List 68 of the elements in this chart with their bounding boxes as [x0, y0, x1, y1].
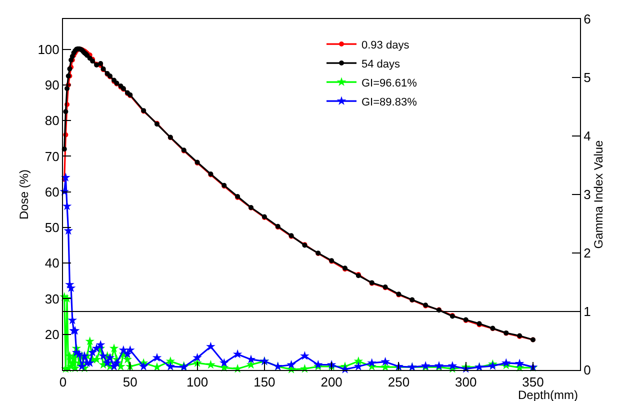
y2-tick-label: 3 [584, 187, 591, 202]
legend-label: GI=96.61% [362, 77, 418, 90]
y2-tick-label: 5 [584, 70, 591, 86]
point [232, 349, 242, 358]
x-tick-label: 250 [388, 374, 410, 390]
y-tick-label: 50 [44, 220, 60, 236]
point [354, 356, 364, 366]
x-tick-label: 0 [59, 374, 67, 390]
y2-tick-label: 2 [584, 246, 591, 261]
point [501, 358, 511, 367]
legend-label: GI=89.83% [362, 96, 418, 108]
y-tick-label: 30 [44, 291, 60, 306]
y-tick-label: 100 [38, 42, 60, 57]
point [102, 358, 112, 367]
y2-axis-title: Gamma Index Value [592, 140, 606, 249]
point [246, 354, 256, 364]
point [98, 351, 108, 360]
y-tick-label: 60 [44, 184, 60, 200]
y2-tick-label: 4 [584, 128, 591, 144]
point [88, 348, 98, 356]
y2-tick-label: 1 [584, 304, 591, 320]
point [166, 362, 176, 370]
x-tick-label: 100 [186, 374, 208, 390]
point [85, 336, 95, 346]
legend-label: 54 days [362, 58, 401, 70]
point [122, 349, 132, 358]
point [138, 362, 148, 370]
y2-tick-label: 0 [584, 362, 591, 378]
y-tick-label: 70 [44, 148, 60, 164]
point [64, 226, 74, 235]
point [514, 358, 524, 368]
point [380, 356, 390, 366]
x-tick-label: 50 [122, 374, 138, 390]
x-tick-label: 200 [320, 374, 342, 390]
point [61, 172, 70, 182]
point [448, 361, 458, 370]
point [66, 283, 76, 292]
point [219, 358, 229, 367]
point [125, 345, 135, 354]
point [80, 351, 90, 360]
y-axis-title: Dose (%) [16, 169, 31, 220]
point [367, 358, 377, 367]
point [152, 362, 162, 372]
point [112, 358, 122, 367]
point [166, 356, 176, 366]
point [300, 351, 310, 360]
x-tick-label: 300 [455, 374, 477, 390]
y-tick-label: 80 [44, 113, 60, 128]
legend-label: 0.93 days [362, 39, 410, 52]
y-tick-label: 90 [44, 77, 60, 92]
point [92, 343, 102, 352]
point [206, 360, 216, 369]
point [122, 354, 132, 364]
point [286, 360, 296, 369]
point [152, 352, 162, 362]
point [192, 352, 202, 362]
y-tick-label: 40 [44, 256, 60, 271]
x-tick-label: 350 [522, 374, 544, 390]
y-tick-label: 20 [44, 326, 60, 342]
point [96, 340, 106, 349]
point [105, 352, 115, 362]
y2-tick-label: 6 [584, 12, 591, 27]
point [116, 362, 126, 370]
x-tick-label: 150 [254, 374, 276, 390]
point [118, 345, 128, 354]
point [206, 342, 216, 351]
point [109, 343, 119, 352]
point [246, 360, 256, 369]
